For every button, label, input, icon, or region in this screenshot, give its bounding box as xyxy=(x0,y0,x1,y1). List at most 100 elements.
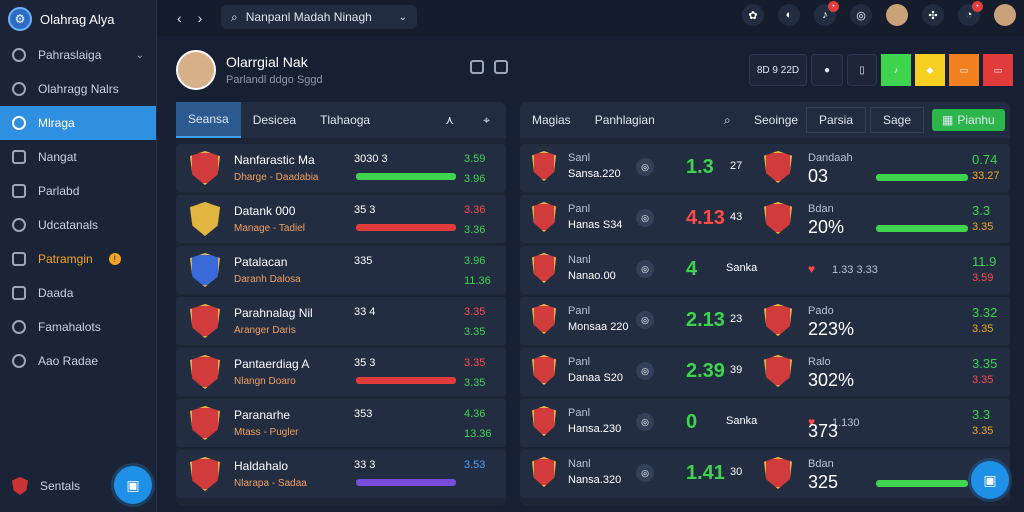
status-green[interactable]: ♪ xyxy=(881,54,911,86)
table-row[interactable]: Parahnalag Nil Aranger Daris 33 4 3.35 3.35 xyxy=(176,297,506,345)
info-icon[interactable]: ◎ xyxy=(636,260,654,278)
help-icon[interactable]: ◐ xyxy=(778,4,800,26)
right-tabs: Magias Panhlagian ⌕ Seoinge Parsia Sage … xyxy=(520,102,1010,138)
chevron-down-icon: ⌄ xyxy=(398,11,407,23)
team-crest-icon xyxy=(532,253,556,283)
sidebar-item-0[interactable]: Pahraslaiga ⌄ xyxy=(0,38,156,72)
table-row[interactable]: Patalacan Daranh Dalosa 335 3.96 11.36 xyxy=(176,246,506,294)
pin-icon[interactable]: ⌖ xyxy=(483,112,490,127)
sidebar-bottom[interactable]: Sentals xyxy=(0,460,157,512)
table-row[interactable]: Haldahalo Nlarapa - Sadaa 33 3 3.53 xyxy=(176,450,506,498)
globe-icon xyxy=(12,82,26,96)
table-row[interactable]: Panl Monsaa 220 ◎ 2.13 23 Pado 223% 3.32 3.35 xyxy=(520,297,1010,345)
settings-icon[interactable]: ✿ xyxy=(742,4,764,26)
tab-seoinge[interactable]: Seoinge xyxy=(754,113,799,127)
sidebar-item-1[interactable]: Olahragg Nalrs xyxy=(0,72,156,106)
table-row[interactable]: Panl Hanas S34 ◎ 4.13 43 Bdan 20% 3.3 3.35 xyxy=(520,195,1010,243)
bell-icon[interactable]: ♪ • xyxy=(814,1,839,26)
sort-icon[interactable]: ⋏ xyxy=(445,113,454,127)
match-minute: 23 xyxy=(730,313,743,325)
heart-icon[interactable]: ♥ xyxy=(808,415,816,429)
team-b: Hanas S34 xyxy=(568,219,623,231)
progress-bar xyxy=(876,174,968,181)
avatar[interactable] xyxy=(886,4,908,26)
heart-icon[interactable]: ♥ xyxy=(808,262,816,276)
row-number: 353 xyxy=(354,408,373,420)
tab-pianhu-label: Pianhu xyxy=(957,113,995,127)
sparkle-icon[interactable]: ✣ xyxy=(922,4,944,26)
status-yellow[interactable]: ◆ xyxy=(915,54,945,86)
info-icon[interactable]: ◎ xyxy=(636,209,654,227)
status-orange[interactable]: ▭ xyxy=(949,54,979,86)
info-icon[interactable]: ◎ xyxy=(636,464,654,482)
info-icon[interactable]: ◎ xyxy=(636,158,654,176)
stat-label: Bdan xyxy=(808,458,834,470)
sidebar-item-9[interactable]: Aao Radae xyxy=(0,344,156,378)
team-sub: Aranger Daris xyxy=(234,325,296,336)
forward-arrow-icon[interactable]: › xyxy=(197,10,203,26)
match-score: 2.13 xyxy=(686,309,725,331)
sidebar-item-3[interactable]: Nangat xyxy=(0,140,156,174)
team-sub: Nlarapa - Sadaa xyxy=(234,478,307,489)
table-row[interactable]: Nanfarastic Ma Dharge - Daadabia 3030 3 3.5… xyxy=(176,144,506,192)
tab-sage[interactable]: Sage xyxy=(870,107,925,133)
tab-2[interactable]: Tlahaoga xyxy=(320,113,371,127)
avatar[interactable] xyxy=(994,4,1016,26)
search-input[interactable]: ⌕ Nanpanl Madah Ninagh ⌄ xyxy=(221,5,417,29)
team-b: Nanao.00 xyxy=(568,270,616,282)
sidebar-item-6[interactable]: Patramgin! xyxy=(0,242,156,276)
left-panel: Seansa Desicea Tlahaoga ⋏ ⌖ Nanfarastic … xyxy=(176,102,506,506)
sidebar-item-5[interactable]: Udcatanals xyxy=(0,208,156,242)
copy-icon[interactable] xyxy=(470,60,484,74)
table-row[interactable]: Sanl Sansa.220 ◎ 1.3 27 Dandaah 03 0.74 33.27 xyxy=(520,144,1010,192)
match-score: 4 xyxy=(686,258,698,280)
row-number: 3030 3 xyxy=(354,153,388,165)
back-arrow-icon[interactable]: ‹ xyxy=(177,10,182,26)
sidebar-item-8[interactable]: Famahalots xyxy=(0,310,156,344)
support-fab-button[interactable]: ▣ xyxy=(971,461,1009,499)
sidebar-item-7[interactable]: Daada xyxy=(0,276,156,310)
match-score: 1.41 xyxy=(686,462,725,484)
status-red[interactable]: ▭ xyxy=(983,54,1013,86)
right-panel: Magias Panhlagian ⌕ Seoinge Parsia Sage … xyxy=(520,102,1010,506)
tab-panhlagian[interactable]: Panhlagian xyxy=(594,113,655,127)
info-icon[interactable]: ◎ xyxy=(636,311,654,329)
sidebar-item-4[interactable]: Parlabd xyxy=(0,174,156,208)
team-b: Monsaa 220 xyxy=(568,321,629,333)
table-row[interactable]: Panl Danaa S20 ◎ 2.39 39 Ralo 302% 3.35 3.35 xyxy=(520,348,1010,396)
add-icon[interactable] xyxy=(494,60,508,74)
progress-bar xyxy=(356,479,456,486)
table-row[interactable]: Pantaerdiag A Nlangn Doaro 35 3 3.35 3.35 xyxy=(176,348,506,396)
stat-value: 302% xyxy=(808,370,855,390)
stat-value: 373 xyxy=(808,421,839,441)
sidebar-item-2[interactable]: Mlraga xyxy=(0,106,156,140)
info-icon[interactable]: ◎ xyxy=(636,362,654,380)
tab-pianhu[interactable]: ▦ Pianhu xyxy=(932,109,1005,131)
search-icon[interactable]: ⌕ xyxy=(724,112,731,127)
search-value: Nanpanl Madah Ninagh xyxy=(245,10,372,24)
table-row[interactable]: Nanl Nanao.00 ◎ 4 Sanka ♥ 1.33 3.33 11.9 3.59 xyxy=(520,246,1010,294)
value-1: 3.96 xyxy=(464,255,486,267)
team-b: Danaa S20 xyxy=(568,372,624,384)
chat-fab-button[interactable]: ▣ xyxy=(114,466,152,504)
table-row[interactable]: Panl Hansa.230 ◎ 0 Sanka ♥ 1.130 373 3.3 3.35 xyxy=(520,399,1010,447)
doc-icon[interactable]: ▯ xyxy=(847,54,877,86)
tab-parsia[interactable]: Parsia xyxy=(806,107,867,133)
team-name: Paranarhe xyxy=(234,408,291,422)
table-row[interactable]: Datank 000 Manage - Tadiel 35 3 3.36 3.36 xyxy=(176,195,506,243)
team-name: Patalacan xyxy=(234,255,288,269)
table-row[interactable]: Paranarhe Mtass - Pugler 353 4.36 13.36 xyxy=(176,399,506,447)
tab-magias[interactable]: Magias xyxy=(532,113,571,127)
stat-label: Dandaah xyxy=(808,152,853,164)
sidebar-item-label: Udcatanals xyxy=(38,218,99,232)
value-1: 3.3 xyxy=(972,407,991,422)
tab-1[interactable]: Desicea xyxy=(252,113,297,127)
avatar[interactable]: ● xyxy=(811,54,843,86)
tab-0[interactable]: Seansa xyxy=(176,102,241,138)
value-2: 3.35 xyxy=(972,374,994,386)
search-circle-icon[interactable]: ◎ xyxy=(850,4,872,26)
info-icon[interactable]: ◎ xyxy=(636,413,654,431)
alert-icon[interactable]: ◔ • xyxy=(958,1,983,26)
avatar[interactable] xyxy=(176,50,216,90)
